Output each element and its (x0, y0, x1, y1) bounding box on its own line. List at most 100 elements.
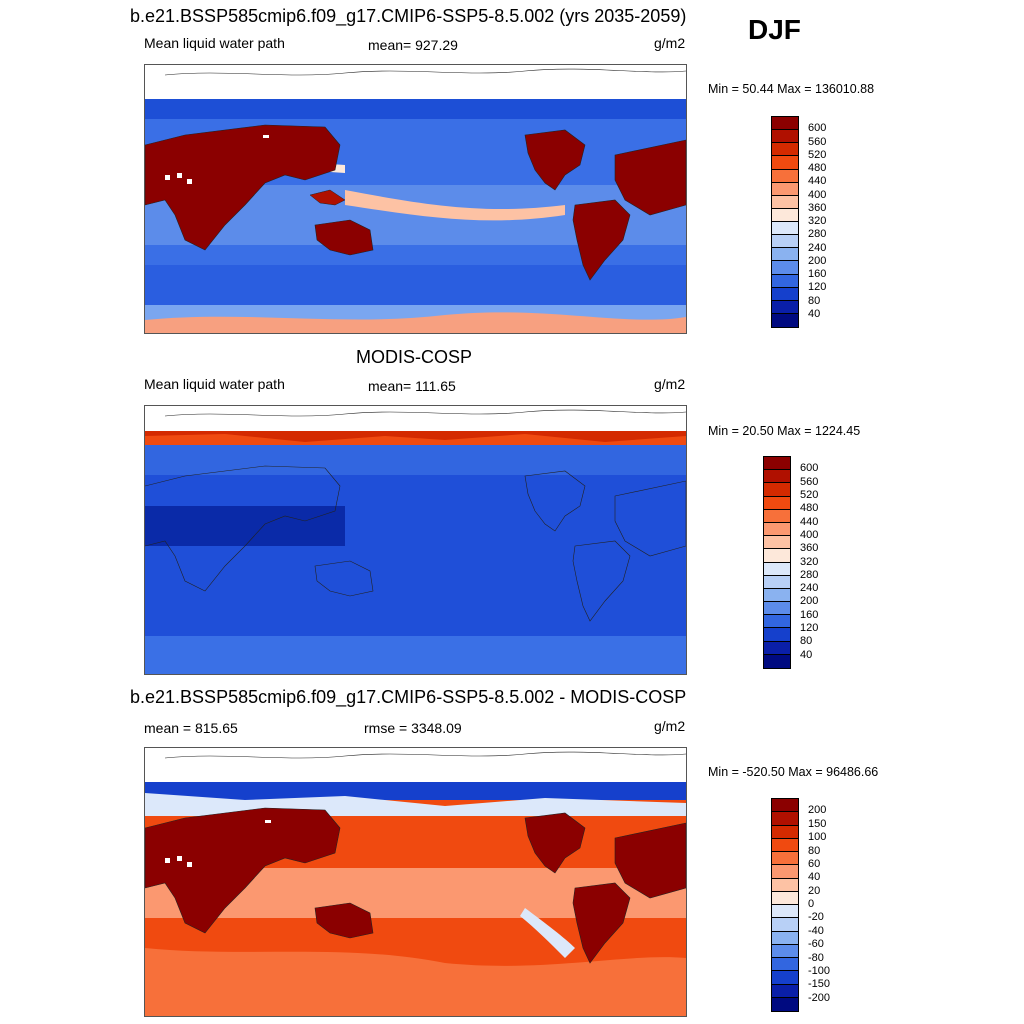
colorbar-tick-label: -150 (808, 978, 831, 991)
colorbar-segment (764, 562, 790, 576)
panel1-map (144, 64, 687, 334)
panel1-colorbar-segments (772, 117, 798, 327)
panel1-title: b.e21.BSSP585cmip6.f09_g17.CMIP6-SSP5-8.… (130, 6, 687, 26)
colorbar-segment (772, 878, 798, 892)
colorbar-segment (772, 958, 798, 972)
panel1-colorbar (771, 116, 799, 328)
colorbar-tick-label: -100 (808, 964, 831, 977)
panel1-units: g/m2 (654, 35, 686, 51)
colorbar-segment (764, 628, 790, 642)
colorbar-segment (772, 274, 798, 288)
colorbar-tick-label: 160 (800, 608, 819, 621)
colorbar-tick-label: 440 (808, 175, 827, 188)
colorbar-segment (764, 641, 790, 655)
colorbar-segment (764, 522, 790, 537)
colorbar-segment (772, 208, 798, 222)
colorbar-tick-label: 200 (808, 254, 827, 267)
colorbar-tick-label: 360 (808, 201, 827, 214)
colorbar-tick-label: 600 (800, 462, 819, 475)
colorbar-tick-label: 480 (808, 162, 827, 174)
panel3-map (144, 747, 687, 1017)
colorbar-segment (772, 931, 798, 945)
colorbar-segment (764, 509, 790, 523)
panel1-left-label: Mean liquid water path (144, 35, 285, 51)
colorbar-segment (772, 117, 798, 131)
colorbar-tick-label: 80 (808, 844, 821, 857)
panel2-left-label: Mean liquid water path (144, 376, 285, 392)
colorbar-segment (764, 588, 790, 603)
colorbar-tick-label: 150 (808, 817, 827, 830)
colorbar-segment (764, 575, 790, 589)
colorbar-tick-label: 320 (808, 215, 827, 227)
panel2-title: MODIS-COSP (356, 347, 473, 367)
colorbar-segment (772, 156, 798, 170)
colorbar-segment (772, 944, 798, 958)
colorbar-tick-label: 400 (808, 188, 827, 201)
colorbar-segment (772, 799, 798, 813)
panel3-rmse: rmse = 3348.09 (364, 720, 462, 736)
colorbar-segment (772, 838, 798, 852)
colorbar-tick-label: 120 (808, 281, 827, 294)
colorbar-segment (764, 615, 790, 629)
colorbar-tick-label: 280 (800, 568, 819, 581)
colorbar-tick-label: 80 (808, 294, 821, 307)
colorbar-segment (772, 825, 798, 839)
colorbar-segment (772, 997, 798, 1011)
colorbar-segment (764, 654, 790, 668)
colorbar-tick-label: 0 (808, 898, 815, 910)
panel2-minmax: Min = 20.50 Max = 1224.45 (708, 424, 861, 438)
colorbar-segment (772, 852, 798, 866)
colorbar-tick-label: 560 (808, 135, 827, 148)
colorbar-tick-label: 60 (808, 857, 821, 870)
colorbar-segment (764, 496, 790, 510)
colorbar-segment (764, 536, 790, 550)
colorbar-tick-label: 520 (808, 148, 827, 161)
panel3-colorbar-segments (772, 799, 798, 1011)
colorbar-tick-label: 400 (800, 528, 819, 541)
panel2-map (144, 405, 687, 675)
colorbar-segment (772, 865, 798, 879)
colorbar-tick-label: 600 (808, 122, 827, 135)
colorbar-tick-label: 40 (808, 307, 821, 320)
colorbar-segment (772, 143, 798, 157)
colorbar-segment (772, 130, 798, 144)
colorbar-tick-label: -20 (808, 911, 824, 924)
colorbar-segment (772, 248, 798, 262)
colorbar-tick-label: 320 (800, 555, 819, 568)
colorbar-segment (772, 169, 798, 183)
season-label: DJF (748, 14, 801, 45)
panel2-colorbar-segments (764, 457, 790, 668)
colorbar-segment (772, 287, 798, 301)
panel2-units: g/m2 (654, 376, 686, 392)
panel3-minmax: Min = -520.50 Max = 96486.66 (708, 765, 879, 779)
panel2-mean: mean= 111.65 (368, 378, 456, 394)
colorbar-segment (772, 222, 798, 236)
colorbar-tick-label: 120 (800, 622, 819, 635)
colorbar-tick-label: -40 (808, 924, 824, 937)
colorbar-segment (772, 812, 798, 826)
colorbar-segment (772, 261, 798, 275)
colorbar-tick-label: 480 (800, 502, 819, 515)
colorbar-tick-label: -200 (808, 991, 831, 1004)
colorbar-tick-label: 100 (808, 831, 827, 844)
colorbar-segment (772, 300, 798, 314)
colorbar-tick-label: 560 (800, 475, 819, 488)
colorbar-tick-label: 360 (800, 542, 819, 555)
panel1-mean: mean= 927.29 (368, 37, 458, 53)
colorbar-segment (764, 549, 790, 563)
colorbar-tick-label: 80 (800, 635, 813, 648)
colorbar-segment (764, 457, 790, 471)
colorbar-segment (772, 182, 798, 196)
colorbar-tick-label: 200 (808, 804, 827, 817)
colorbar-tick-label: 240 (800, 582, 819, 595)
colorbar-tick-label: 280 (808, 228, 827, 241)
colorbar-segment (764, 470, 790, 484)
colorbar-tick-label: 200 (800, 595, 819, 608)
colorbar-segment (772, 918, 798, 932)
colorbar-segment (772, 971, 798, 985)
colorbar-tick-label: -80 (808, 951, 824, 964)
panel3-left-label: mean = 815.65 (144, 720, 238, 736)
colorbar-segment (772, 905, 798, 919)
colorbar-segment (772, 313, 798, 327)
panel3-colorbar (771, 798, 799, 1012)
